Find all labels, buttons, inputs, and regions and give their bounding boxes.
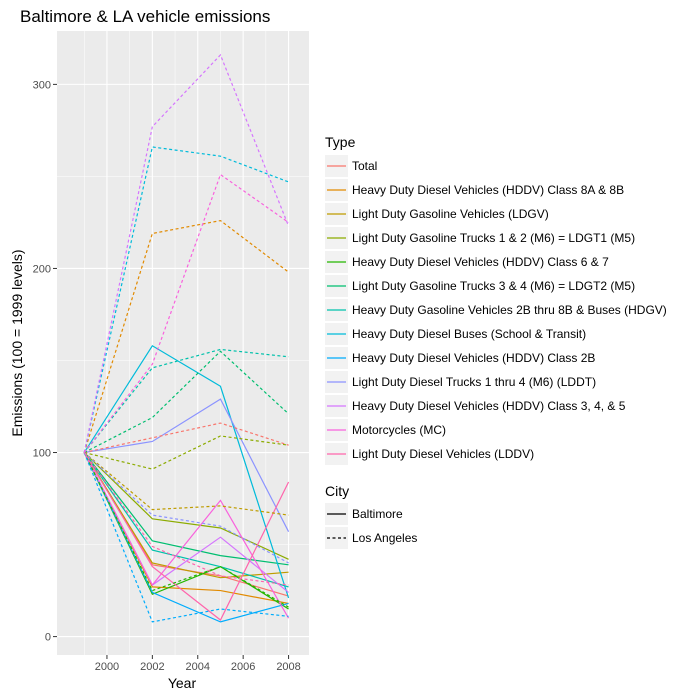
series-line [83, 452, 289, 560]
legend-type-entries: Total Heavy Duty Diesel Vehicles (HDDV) C… [325, 155, 667, 465]
legend-city-title: City [325, 483, 349, 499]
series-line [83, 452, 290, 621]
series-line [83, 146, 289, 453]
series-line [83, 452, 289, 608]
x-tick-label: 2004 [186, 661, 210, 673]
legend-city-label: Baltimore [352, 507, 403, 521]
series-line [83, 452, 289, 588]
legend-type-label: Light Duty Diesel Vehicles (LDDV) [352, 447, 534, 461]
legend: Type Total Heavy Duty Diesel Vehicles (HD… [325, 134, 667, 549]
x-axis-title: Year [168, 675, 197, 691]
series-line [83, 452, 289, 564]
series-line [83, 452, 290, 619]
legend-key [325, 527, 348, 549]
legend-type-label: Motorcycles (MC) [352, 423, 446, 437]
series-line [83, 452, 289, 586]
legend-type-label: Heavy Duty Diesel Vehicles (HDDV) Class … [352, 183, 624, 197]
y-tick-label: 300 [33, 79, 51, 91]
legend-type-label: Total [352, 159, 377, 173]
legend-type-label: Heavy Duty Diesel Vehicles (HDDV) Class … [352, 255, 609, 269]
x-tick-label: 2002 [140, 661, 164, 673]
legend-type-label: Light Duty Diesel Trucks 1 thru 4 (M6) (… [352, 375, 596, 389]
series-line [83, 452, 289, 623]
legend-type-label: Heavy Duty Diesel Vehicles (HDDV) Class … [352, 351, 595, 365]
series-line [83, 452, 289, 579]
y-axis-title: Emissions (100 = 1999 levels) [9, 249, 25, 436]
legend-type-title: Type [325, 134, 356, 150]
legend-type-label: Heavy Duty Diesel Vehicles (HDDV) Class … [352, 399, 626, 413]
series-line [83, 219, 289, 453]
series-line [83, 344, 290, 599]
y-tick-label: 100 [33, 448, 51, 460]
y-axis-ticks: 0 100 200 300 [33, 79, 57, 644]
series-line [83, 348, 289, 453]
legend-type-label: Light Duty Gasoline Trucks 3 & 4 (M6) = … [352, 279, 635, 293]
series-line [83, 452, 289, 516]
series-line [84, 398, 290, 532]
legend-type-label: Light Duty Gasoline Trucks 1 & 2 (M6) = … [352, 231, 635, 245]
x-tick-label: 2008 [276, 661, 300, 673]
x-tick-label: 2000 [95, 661, 119, 673]
series-lines [83, 53, 290, 623]
y-tick-label: 0 [45, 632, 51, 644]
series-line [84, 422, 289, 454]
chart-title: Baltimore & LA vehicle emissions [20, 7, 270, 26]
x-tick-label: 2006 [231, 661, 255, 673]
y-tick-label: 200 [33, 263, 51, 275]
x-axis-ticks: 2000 2002 2004 2006 2008 [95, 655, 301, 673]
legend-type-label: Heavy Duty Gasoline Vehicles 2B thru 8B … [352, 303, 667, 317]
legend-city-entries: Baltimore Los Angeles [325, 503, 417, 549]
grid-lines [57, 31, 309, 655]
series-line [83, 53, 290, 453]
plot-panel [57, 31, 309, 655]
series-line [84, 435, 289, 470]
legend-type-label: Light Duty Gasoline Vehicles (LDGV) [352, 207, 549, 221]
series-line [83, 173, 289, 453]
legend-city-label: Los Angeles [352, 531, 417, 545]
legend-type-label: Heavy Duty Diesel Buses (School & Transi… [352, 327, 586, 341]
